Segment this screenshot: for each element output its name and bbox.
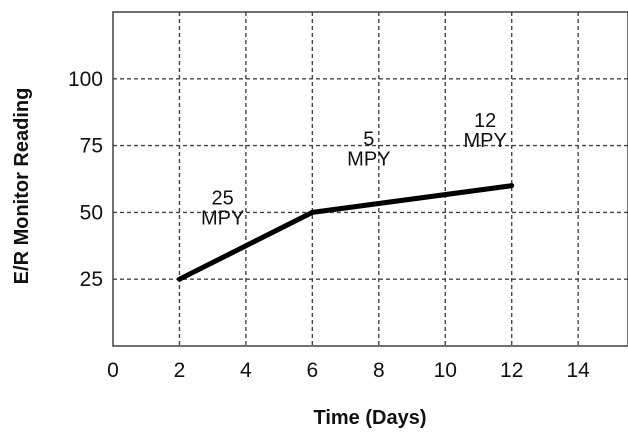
grid <box>113 12 628 346</box>
data-point-0 <box>176 276 182 282</box>
x-tick-label: 10 <box>434 359 457 382</box>
rate-annotation-2: 12 <box>474 110 496 132</box>
rate-annotation-1: 5 <box>363 129 374 151</box>
plot-frame <box>112 11 628 347</box>
x-tick-label: 8 <box>373 359 385 382</box>
x-axis-title: Time (Days) <box>313 407 426 429</box>
y-tick-label: 50 <box>80 201 103 224</box>
y-tick-label: 25 <box>80 268 103 291</box>
y-tick-label: 75 <box>80 135 103 158</box>
x-tick-label: 14 <box>566 359 590 382</box>
rate-annotation-0: 25 <box>212 187 234 209</box>
rate-annotation-2: MPY <box>463 130 506 152</box>
data-point-2 <box>509 183 515 189</box>
y-tick-label: 100 <box>68 68 103 91</box>
series <box>176 183 515 282</box>
rate-annotation-1: MPY <box>347 149 390 171</box>
x-tick-label: 6 <box>307 359 319 382</box>
y-axis-title: E/R Monitor Reading <box>11 88 33 285</box>
x-tick-label: 0 <box>107 359 119 382</box>
x-tick-label: 2 <box>174 359 186 382</box>
data-point-1 <box>309 209 315 215</box>
x-tick-label: 12 <box>500 359 523 382</box>
tick-labels: 0 2 4 6 8 10 12 14 25 50 75 100 <box>68 68 590 382</box>
rate-annotation-0: MPY <box>201 207 244 229</box>
x-tick-label: 4 <box>240 359 252 382</box>
